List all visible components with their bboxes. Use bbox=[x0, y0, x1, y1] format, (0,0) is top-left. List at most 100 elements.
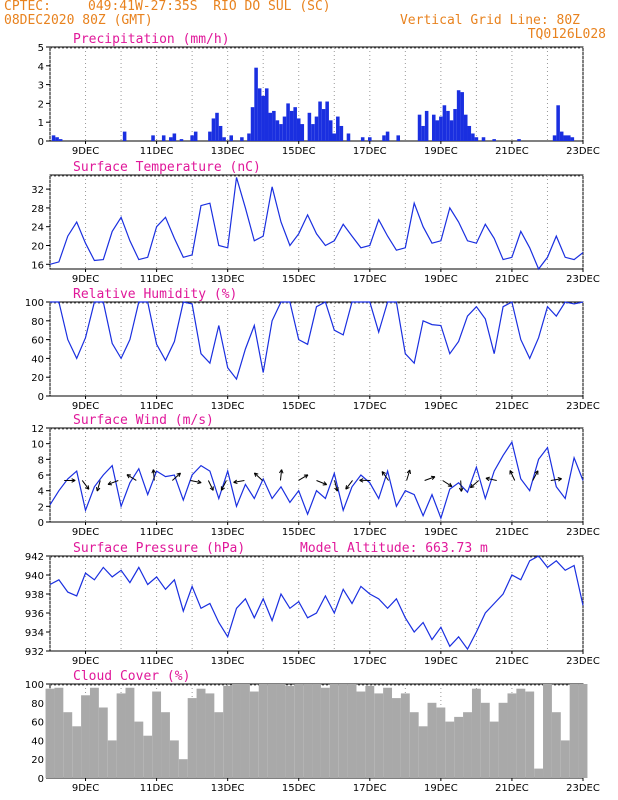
temperature-title: Surface Temperature (nC) bbox=[73, 160, 261, 175]
x-tick-label: 15DEC bbox=[282, 783, 316, 794]
y-tick-label: 2 bbox=[38, 99, 44, 110]
x-tick-label: 13DEC bbox=[211, 274, 245, 285]
precip-bar bbox=[275, 120, 280, 141]
cloud-bar bbox=[72, 726, 82, 778]
y-tick-label: 32 bbox=[31, 185, 44, 196]
wind-arrow bbox=[172, 472, 181, 481]
x-tick-label: 21DEC bbox=[495, 783, 529, 794]
wind-arrow-shaft bbox=[152, 469, 155, 481]
x-tick-label: 11DEC bbox=[140, 274, 174, 285]
cloud-bar bbox=[347, 684, 357, 778]
x-tick-label: 19DEC bbox=[424, 656, 458, 667]
x-tick-label: 11DEC bbox=[140, 527, 174, 538]
precip-bar bbox=[424, 110, 429, 141]
precip-bar bbox=[247, 133, 251, 141]
wind-arrow bbox=[359, 478, 371, 483]
pressure-frame bbox=[49, 555, 584, 652]
wind-arrow-head bbox=[334, 487, 339, 492]
cloud-bar bbox=[107, 740, 117, 778]
precip-bar bbox=[55, 137, 59, 141]
precip-bar bbox=[122, 131, 127, 141]
x-tick-label: 9DEC bbox=[72, 783, 99, 794]
header-location: 049:41W-27:35S RIO DO SUL (SC) bbox=[88, 0, 331, 14]
cloud-bar bbox=[471, 688, 481, 778]
x-tick-label: 23DEC bbox=[566, 401, 600, 412]
wind-arrow bbox=[190, 479, 202, 485]
wind-arrow-shaft bbox=[279, 469, 283, 481]
x-tick-label: 21DEC bbox=[495, 527, 529, 538]
wind-arrow-shaft bbox=[381, 471, 389, 481]
humidity-line bbox=[50, 301, 584, 381]
x-tick-label: 11DEC bbox=[140, 146, 174, 157]
y-tick-label: 24 bbox=[31, 223, 44, 234]
wind-arrow bbox=[469, 480, 480, 489]
x-tick-label: 19DEC bbox=[424, 146, 458, 157]
wind-arrow bbox=[279, 469, 284, 481]
precip-bar bbox=[215, 112, 219, 141]
precip-bar bbox=[257, 88, 262, 141]
wind-arrow-head bbox=[209, 486, 214, 491]
wind-arrow-head bbox=[233, 479, 238, 485]
cloud-bar bbox=[152, 691, 162, 778]
wind-arrow bbox=[126, 474, 137, 481]
wind-arrow-shaft bbox=[126, 474, 137, 481]
x-tick-label: 13DEC bbox=[211, 783, 245, 794]
temperature-line bbox=[49, 177, 584, 271]
precip-bar bbox=[172, 133, 177, 141]
precip-bar bbox=[51, 135, 56, 141]
wind-arrow-shaft bbox=[172, 472, 181, 481]
y-tick-label: 16 bbox=[31, 260, 44, 271]
cloud-bar bbox=[516, 688, 526, 778]
y-tick-label: 0 bbox=[38, 518, 44, 529]
x-tick-label: 9DEC bbox=[72, 146, 99, 157]
precip-bar bbox=[336, 116, 340, 141]
wind-arrow-shaft bbox=[345, 480, 353, 490]
precip-bar bbox=[382, 135, 386, 141]
x-tick-label: 17DEC bbox=[353, 656, 387, 667]
y-tick-label: 942 bbox=[25, 552, 44, 563]
x-tick-label: 17DEC bbox=[353, 401, 387, 412]
precip-bar bbox=[250, 107, 255, 141]
cloud-bar bbox=[232, 684, 241, 778]
wind-arrow-head bbox=[303, 474, 309, 479]
precipitation-title: Precipitation (mm/h) bbox=[73, 32, 230, 47]
cloud-bar bbox=[569, 684, 579, 778]
cloud-bar bbox=[329, 684, 339, 778]
wind-arrow-head bbox=[253, 472, 259, 477]
pressure-line bbox=[49, 555, 584, 651]
precipitation-panel: 0 1 2 3 4 5 9DEC 11DEC 13DEC 15DEC 17DEC 19DEC 21DEC… bbox=[38, 32, 600, 157]
cloud-bar bbox=[196, 688, 206, 778]
y-tick-label: 4 bbox=[38, 62, 44, 73]
cloud-bar bbox=[320, 687, 330, 778]
y-tick-label: 5 bbox=[38, 43, 44, 54]
cloud-bar bbox=[240, 684, 250, 778]
precip-bar bbox=[439, 116, 443, 141]
wind-arrow bbox=[424, 475, 436, 481]
cloud-bar bbox=[249, 691, 259, 778]
header-run: 08DEC2020 80Z (GMT) bbox=[4, 13, 153, 28]
wind-arrow-head bbox=[279, 469, 284, 474]
wind-arrow-shaft bbox=[298, 474, 309, 481]
cloud-bar bbox=[294, 684, 304, 778]
wind-arrow-shaft bbox=[107, 480, 119, 485]
cloud-bar bbox=[169, 740, 179, 778]
wind-arrow-head bbox=[381, 471, 386, 476]
wind-arrow bbox=[381, 471, 389, 481]
precip-bar bbox=[169, 137, 173, 141]
wind-arrow-shaft bbox=[96, 480, 101, 492]
precip-bar bbox=[492, 139, 496, 141]
cloud-bar bbox=[81, 695, 90, 778]
cloud-bar bbox=[54, 687, 64, 778]
precip-bar bbox=[218, 125, 223, 141]
cloud-bar bbox=[276, 684, 286, 778]
wind-arrow-head bbox=[322, 481, 328, 486]
wind-arrow-head bbox=[85, 485, 90, 490]
precip-bar bbox=[563, 135, 568, 141]
precip-bar bbox=[279, 124, 283, 141]
precip-bar bbox=[460, 92, 464, 141]
precip-bar bbox=[396, 135, 401, 141]
y-tick-label: 934 bbox=[25, 628, 44, 639]
cloud-bar bbox=[187, 698, 197, 778]
x-tick-label: 21DEC bbox=[495, 146, 529, 157]
wind-arrow-shaft bbox=[424, 476, 436, 481]
